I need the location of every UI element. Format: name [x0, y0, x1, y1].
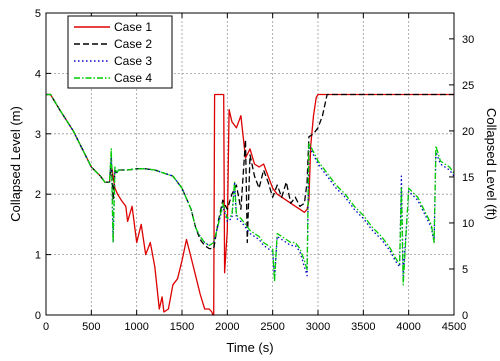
- series-line-1: [46, 93, 454, 316]
- y-tick-label: 3: [35, 129, 41, 141]
- y-axis-title-left: Collapsed Level (m): [8, 106, 23, 222]
- legend: Case 1 Case 2 Case 3 Case 4: [67, 15, 173, 89]
- y-tick-label-right: 5: [462, 264, 468, 276]
- y-tick-label: 0: [35, 310, 41, 322]
- x-tick-label: 4000: [396, 321, 420, 333]
- legend-label-4: Case 4: [114, 71, 152, 85]
- x-axis-title: Time (s): [226, 340, 273, 355]
- series-lines: [46, 93, 455, 316]
- x-tick-label: 500: [82, 321, 100, 333]
- x-tick-label: 2500: [260, 321, 284, 333]
- legend-label-2: Case 2: [114, 37, 152, 51]
- y-tick-label-right: 20: [462, 126, 474, 138]
- series-line-4: [46, 93, 455, 286]
- y-tick-label-right: 25: [462, 80, 474, 92]
- x-tick-label: 0: [43, 321, 49, 333]
- y-tick-label-right: 15: [462, 172, 474, 184]
- legend-label-1: Case 1: [114, 20, 152, 34]
- x-tick-label: 4500: [442, 321, 466, 333]
- x-tick-label: 3000: [306, 321, 330, 333]
- axis-ticks: 0 500 1000 1500 2000 2500 3000 3500 4000 45000123…: [35, 8, 474, 333]
- y-tick-label-right: 0: [462, 310, 468, 322]
- x-tick-label: 1500: [170, 321, 194, 333]
- y-tick-label: 2: [35, 189, 41, 201]
- y-tick-label: 5: [35, 8, 41, 20]
- x-tick-label: 3500: [351, 321, 375, 333]
- x-tick-label: 2000: [215, 321, 239, 333]
- plot-frame: [45, 12, 455, 316]
- legend-box: [67, 15, 173, 89]
- y-axis-title-right: Collapsed Level (ft): [484, 108, 499, 220]
- series-line-3: [46, 93, 455, 280]
- y-tick-label: 4: [35, 68, 41, 80]
- series-line-2: [46, 93, 454, 250]
- y-tick-label-right: 30: [462, 34, 474, 46]
- legend-label-3: Case 3: [114, 54, 152, 68]
- x-tick-label: 1000: [124, 321, 148, 333]
- y-tick-label-right: 10: [462, 218, 474, 230]
- y-tick-label: 1: [35, 250, 41, 262]
